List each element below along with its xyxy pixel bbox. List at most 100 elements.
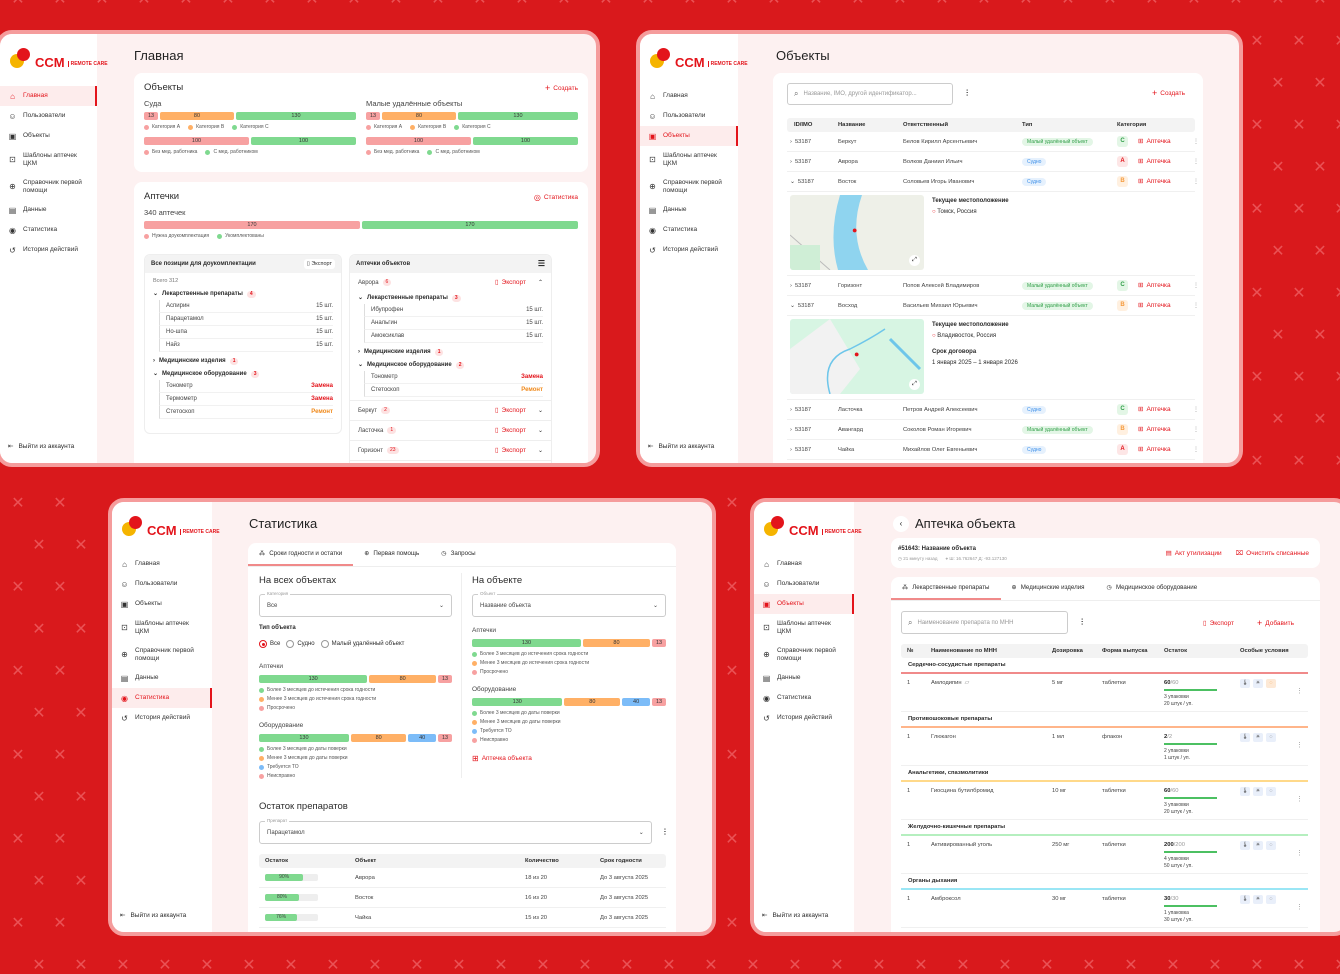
more-menu-icon[interactable]: ⋮ bbox=[1193, 158, 1199, 165]
drug-row[interactable]: 1 Глюкагон 1 мл флакон 2/2 2 упаковки 1 штук /… bbox=[901, 728, 1308, 766]
drug-search-input[interactable]: ⌕ Наименование препарата по МНН bbox=[901, 611, 1068, 634]
kit-link[interactable]: ⊞ Аптечка bbox=[1135, 445, 1183, 454]
sidebar-item[interactable]: ◉ Статистика bbox=[112, 688, 212, 708]
object-select[interactable]: Объект Название объекта ⌄ bbox=[472, 591, 666, 617]
kit-link[interactable]: ⊞ Аптечка bbox=[1135, 405, 1183, 414]
radio-circle[interactable] bbox=[259, 640, 267, 648]
sidebar-item[interactable]: ☺ Пользователи bbox=[112, 574, 212, 594]
tab[interactable]: ⁂ Сроки годности и остатки bbox=[248, 543, 354, 566]
chevron-right-icon[interactable]: › bbox=[790, 426, 792, 433]
table-row[interactable]: ⌄ 53187 Восток Соловьев Игорь Иванович Судно… bbox=[787, 172, 1199, 192]
sidebar-item[interactable]: ⊡ Шаблоны аптечек ЦКМ bbox=[0, 146, 97, 173]
create-object-button[interactable]: + Создать bbox=[1152, 89, 1185, 98]
drug-select[interactable]: Препарат Парацетамол ⌄ bbox=[259, 818, 652, 844]
more-menu-icon[interactable]: ⋮ bbox=[1193, 406, 1199, 413]
sidebar-item[interactable]: ⊕ Справочник первой помощи bbox=[640, 173, 738, 200]
type-radio[interactable]: Все bbox=[259, 640, 280, 649]
tree-group[interactable]: › Медицинские изделия 1 bbox=[358, 348, 543, 356]
clear-written-off-button[interactable]: ⌧ Очистить списанные bbox=[1236, 549, 1309, 558]
sidebar-item[interactable]: ☺ Пользователи bbox=[640, 106, 738, 126]
sidebar-item[interactable]: ↺ История действий bbox=[0, 240, 97, 260]
radio-circle[interactable] bbox=[286, 640, 295, 648]
sidebar-item[interactable]: ↺ История действий bbox=[640, 240, 738, 260]
more-menu-icon[interactable]: ⋮ bbox=[1296, 742, 1303, 749]
kit-link[interactable]: ⊞ Аптечка bbox=[1135, 177, 1183, 186]
table-row[interactable]: › 53187 Горизонт Попов Алексей Владимиров Ма… bbox=[787, 276, 1199, 296]
note-icon[interactable]: ▱ bbox=[964, 680, 970, 686]
logout-button[interactable]: ⇤ Выйти из аккаунта bbox=[648, 443, 714, 451]
sidebar-item[interactable]: ⊕ Справочник первой помощи bbox=[112, 641, 212, 668]
table-row[interactable]: › 53187 Авангард Соколов Роман Игоревич Малы… bbox=[787, 420, 1199, 440]
export-button[interactable]: ▯ Экспорт bbox=[495, 426, 526, 435]
tab[interactable]: ⊕ Медицинские изделия bbox=[1001, 577, 1096, 600]
logout-button[interactable]: ⇤ Выйти из аккаунта bbox=[8, 443, 74, 451]
sidebar-item[interactable]: ▤ Данные bbox=[754, 668, 854, 688]
export-button[interactable]: ▯ Экспорт bbox=[495, 446, 526, 455]
expand-icon[interactable]: ⤢ bbox=[909, 379, 920, 390]
sidebar-item[interactable]: ▣ Объекты bbox=[0, 126, 97, 146]
more-menu-icon[interactable]: ⋮ bbox=[1296, 688, 1303, 695]
chevron-right-icon[interactable]: › bbox=[790, 406, 792, 413]
sidebar-item[interactable]: ⊡ Шаблоны аптечек ЦКМ bbox=[754, 614, 854, 641]
kit-link[interactable]: ⊞ Аптечка bbox=[1135, 425, 1183, 434]
sidebar-item[interactable]: ◉ Статистика bbox=[0, 220, 97, 240]
chevron-up-icon[interactable]: ⌃ bbox=[537, 279, 543, 286]
sidebar-item[interactable]: ▤ Данные bbox=[0, 200, 97, 220]
kit-link[interactable]: ⊞ Аптечка bbox=[1135, 301, 1183, 310]
drug-row[interactable]: 1 Амброксол 30 мг таблетки 30/30 1 упаковка 30… bbox=[901, 890, 1308, 928]
radio-circle[interactable] bbox=[320, 640, 329, 648]
chevron-down-icon[interactable]: ⌄ bbox=[790, 178, 795, 185]
create-object-button[interactable]: + Создать bbox=[545, 83, 578, 93]
logout-button[interactable]: ⇤ Выйти из аккаунта bbox=[120, 912, 186, 920]
sidebar-item[interactable]: ⊕ Справочник первой помощи bbox=[0, 173, 97, 200]
category-select[interactable]: Категория Все ⌄ bbox=[259, 591, 452, 617]
tree-group[interactable]: ⌄ Лекарственные препараты 3 bbox=[358, 294, 543, 302]
table-row[interactable]: › 53187 Беркут Белов Кирилл Арсентьевич Малы… bbox=[787, 132, 1199, 152]
expand-icon[interactable]: ⤢ bbox=[909, 255, 920, 266]
sidebar-item[interactable]: ↺ История действий bbox=[112, 708, 212, 728]
sidebar-item[interactable]: ⊡ Шаблоны аптечек ЦКМ bbox=[640, 146, 738, 173]
add-drug-button[interactable]: + Добавить bbox=[1257, 619, 1294, 628]
filter-icon[interactable]: ⫶ bbox=[1081, 617, 1084, 627]
back-button[interactable]: ‹ bbox=[893, 516, 909, 532]
chevron-down-icon[interactable]: ⌄ bbox=[537, 447, 543, 454]
sidebar-item[interactable]: ◉ Статистика bbox=[640, 220, 738, 240]
search-input[interactable]: ⌕ Название, IMO, другой идентификатор... bbox=[787, 83, 953, 105]
chevron-right-icon[interactable]: › bbox=[790, 158, 792, 165]
more-menu-icon[interactable]: ⋮ bbox=[1193, 178, 1199, 185]
disposal-act-button[interactable]: ▤ Акт утилизации bbox=[1166, 549, 1222, 558]
object-kit-link[interactable]: ⊞ Аптечка объекта bbox=[472, 754, 666, 763]
sidebar-item[interactable]: ▣ Объекты bbox=[640, 126, 738, 146]
more-menu-icon[interactable]: ⋮ bbox=[1193, 302, 1199, 309]
sidebar-item[interactable]: ⌂ Главная bbox=[754, 554, 854, 574]
object-kit-header[interactable]: Ласточка 1 ▯ Экспорт ⌄ bbox=[358, 424, 543, 437]
sidebar-item[interactable]: ▤ Данные bbox=[640, 200, 738, 220]
tree-group[interactable]: › Медицинские изделия 1 bbox=[153, 357, 333, 365]
export-button[interactable]: ▯ Экспорт bbox=[303, 259, 335, 269]
table-row[interactable]: › 53187 Чайка Михайлов Олег Евгеньевич Судно… bbox=[787, 440, 1199, 460]
export-button[interactable]: ▯ Экспорт bbox=[495, 278, 526, 287]
filter-icon[interactable]: ⫶ bbox=[663, 827, 666, 837]
tab[interactable]: ◷ Запросы bbox=[430, 543, 486, 566]
tab[interactable]: ◷ Медицинское оборудование bbox=[1096, 577, 1209, 600]
tree-group[interactable]: ⌄ Медицинское оборудование 3 bbox=[153, 370, 333, 378]
tab[interactable]: ⊕ Первая помощь bbox=[353, 543, 430, 566]
object-kit-header[interactable]: Аврора 6 ▯ Экспорт ⌃ bbox=[358, 276, 543, 289]
chevron-down-icon[interactable]: ⌄ bbox=[537, 427, 543, 434]
table-row[interactable]: › 53187 Аврора Волков Даниил Ильич Судно A ⊞ Ап… bbox=[787, 152, 1199, 172]
sidebar-item[interactable]: ◉ Статистика bbox=[754, 688, 854, 708]
sidebar-item[interactable]: ▣ Объекты bbox=[754, 594, 854, 614]
kit-link[interactable]: ⊞ Аптечка bbox=[1135, 137, 1183, 146]
sort-icon[interactable]: ☰ bbox=[537, 259, 545, 268]
more-menu-icon[interactable]: ⋮ bbox=[1296, 904, 1303, 911]
more-menu-icon[interactable]: ⋮ bbox=[1296, 850, 1303, 857]
sidebar-item[interactable]: ⊡ Шаблоны аптечек ЦКМ bbox=[112, 614, 212, 641]
sidebar-item[interactable]: ☺ Пользователи bbox=[0, 106, 97, 126]
sidebar-item[interactable]: ▣ Объекты bbox=[112, 594, 212, 614]
chevron-down-icon[interactable]: ⌄ bbox=[537, 407, 543, 414]
more-menu-icon[interactable]: ⋮ bbox=[1193, 446, 1199, 453]
chevron-down-icon[interactable]: ⌄ bbox=[790, 302, 795, 309]
export-button[interactable]: ▯ Экспорт bbox=[495, 406, 526, 415]
object-kit-header[interactable]: Горизонт 23 ▯ Экспорт ⌄ bbox=[358, 444, 543, 457]
logout-button[interactable]: ⇤ Выйти из аккаунта bbox=[762, 912, 828, 920]
